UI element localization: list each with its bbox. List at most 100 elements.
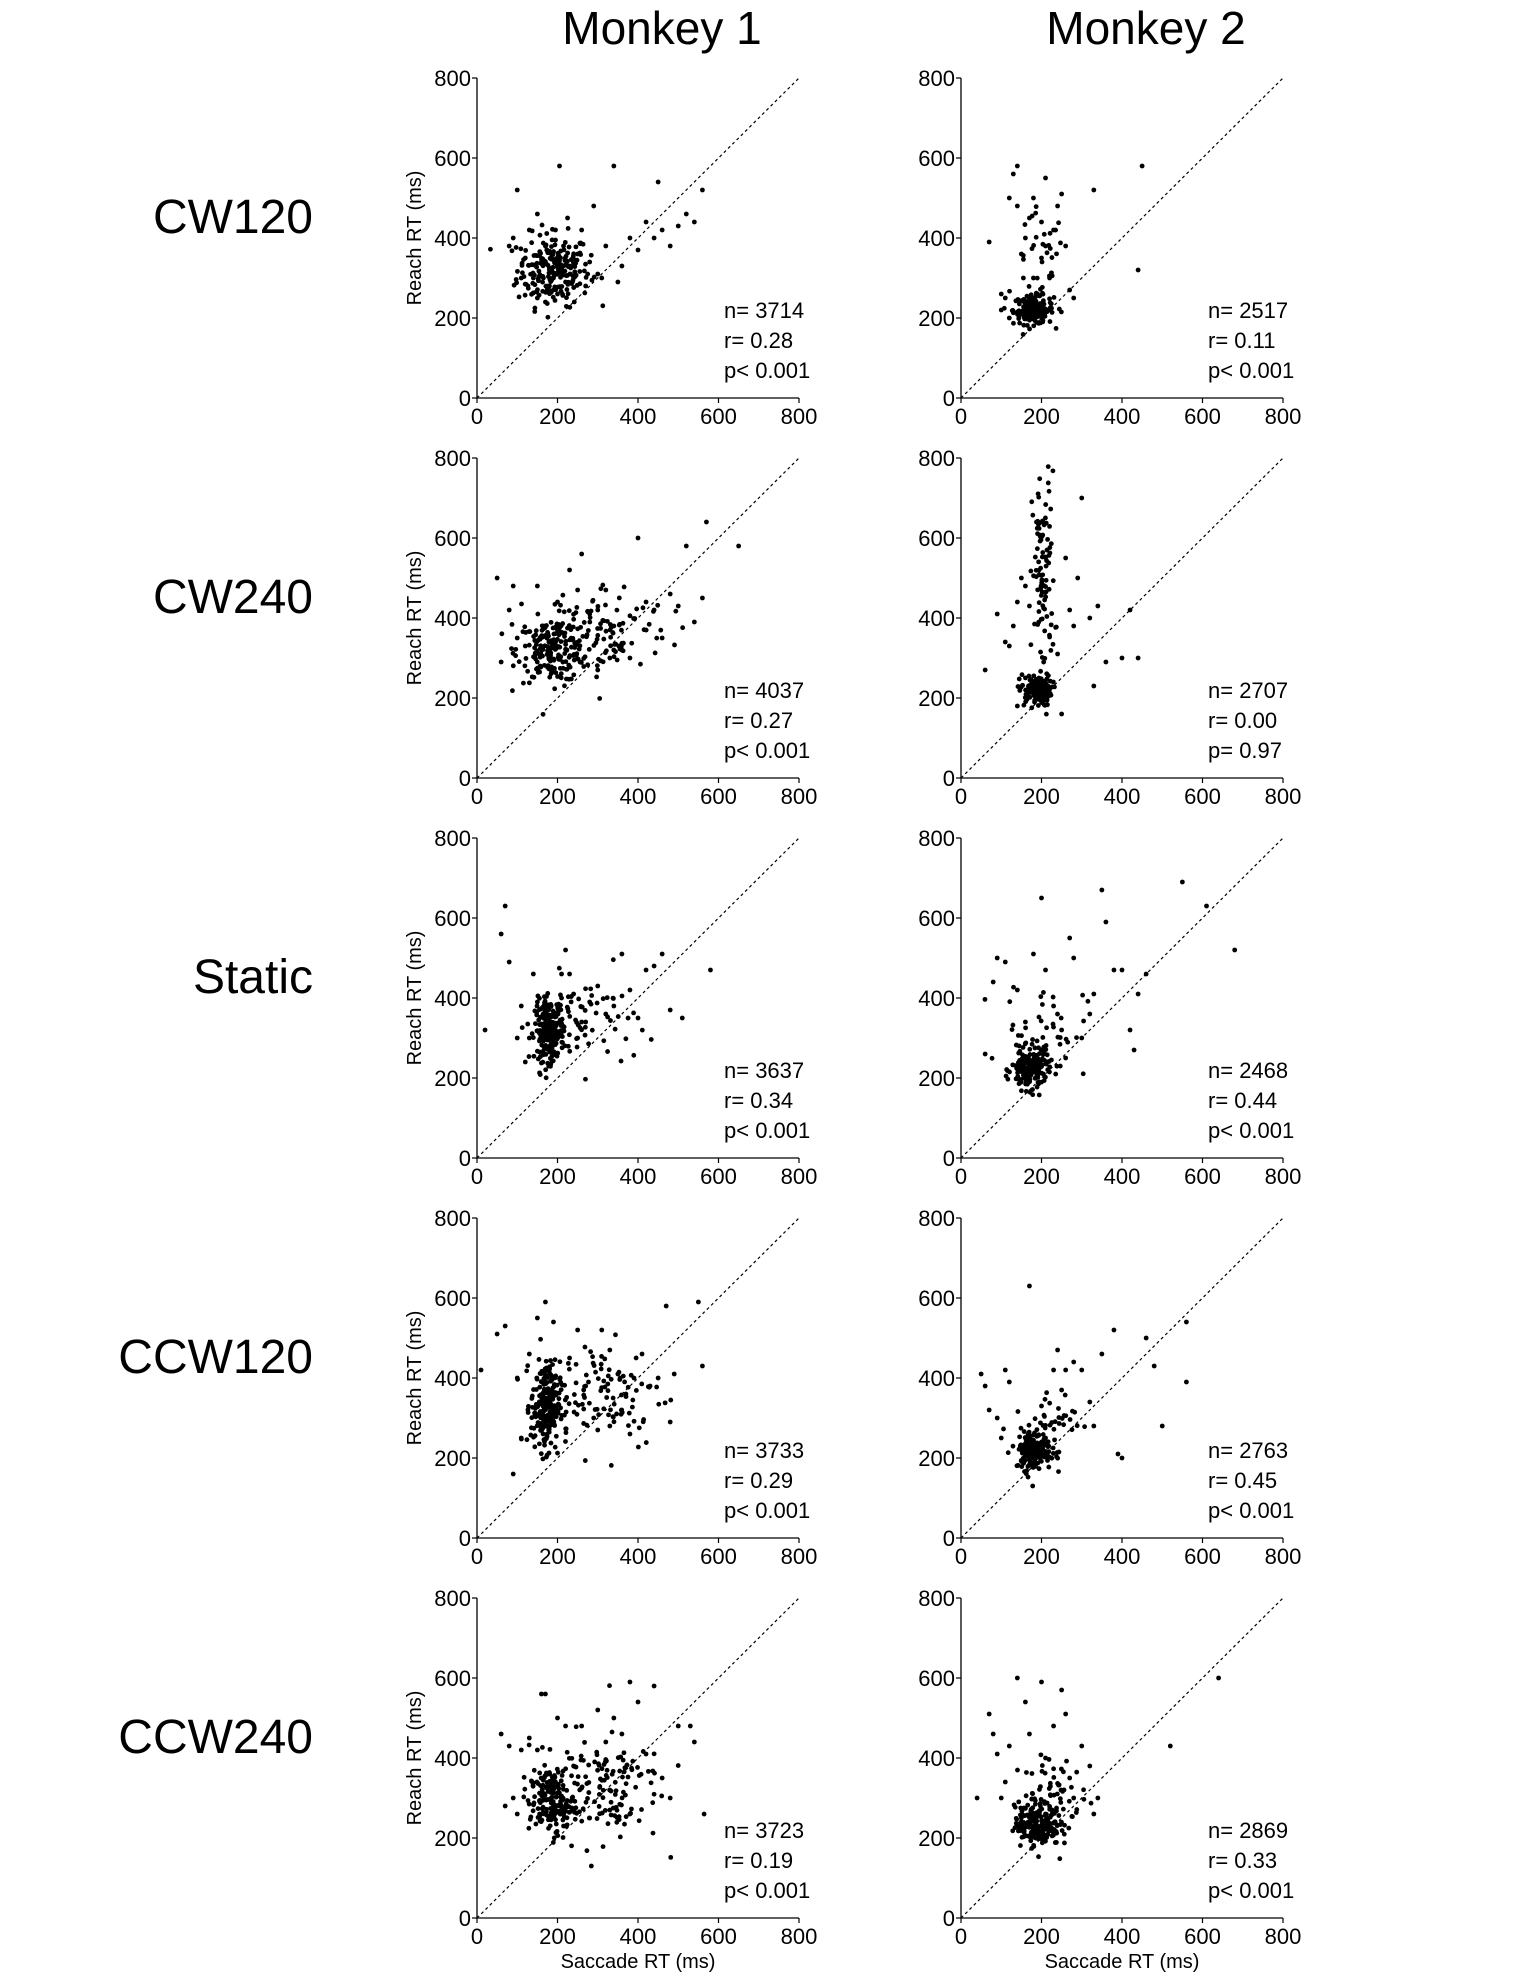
data-point: [548, 1412, 553, 1417]
data-point: [1018, 1442, 1024, 1448]
x-tick-label: 800: [781, 784, 818, 809]
data-point: [583, 283, 589, 289]
data-point: [531, 634, 537, 639]
data-point: [1063, 1036, 1069, 1042]
data-point: [494, 575, 500, 581]
x-tick-label: 600: [700, 1164, 737, 1189]
data-point: [565, 250, 571, 256]
data-point: [1057, 1856, 1063, 1862]
data-point: [546, 1395, 552, 1401]
data-point: [736, 543, 742, 549]
data-point: [551, 1040, 557, 1046]
data-point: [1071, 623, 1077, 629]
data-point: [535, 1028, 540, 1034]
data-point: [622, 1379, 628, 1385]
data-point: [596, 1412, 602, 1418]
data-point: [559, 1382, 565, 1388]
data-point: [632, 616, 638, 621]
data-point: [595, 983, 601, 989]
data-point: [554, 1766, 560, 1772]
data-point: [546, 1390, 552, 1396]
data-point: [1054, 1808, 1059, 1814]
data-point: [596, 656, 601, 662]
data-point: [513, 245, 519, 250]
data-point: [548, 619, 554, 625]
data-point: [1039, 1062, 1045, 1068]
data-point: [525, 1798, 531, 1803]
stat-label: n= 4037: [724, 678, 804, 703]
data-point: [1085, 998, 1091, 1004]
data-point: [526, 1735, 532, 1741]
data-point: [585, 1796, 590, 1801]
data-point: [1036, 1092, 1042, 1098]
data-point: [1045, 1439, 1051, 1445]
data-point: [564, 1798, 570, 1803]
data-point: [1032, 1416, 1038, 1422]
data-point: [1024, 322, 1030, 328]
data-point: [586, 1815, 592, 1821]
data-point: [1052, 1437, 1057, 1443]
data-point: [1055, 203, 1060, 209]
data-point: [1045, 464, 1051, 470]
data-point: [538, 1336, 543, 1342]
data-point: [652, 650, 658, 656]
data-point: [532, 253, 538, 258]
data-point: [557, 665, 563, 671]
data-point: [1043, 1047, 1049, 1053]
data-point: [621, 1769, 627, 1775]
data-point: [1021, 297, 1027, 302]
data-point: [575, 626, 581, 632]
data-point: [568, 999, 574, 1005]
data-point: [552, 242, 558, 248]
x-tick-label: 0: [955, 1164, 967, 1189]
scatter-panel: 00 200 200 400 400 600 600 800 800 n= 2707 r= 0.00…: [918, 446, 1301, 809]
data-point: [603, 243, 609, 249]
data-point: [1056, 1406, 1061, 1411]
data-point: [633, 1784, 639, 1790]
scatter-panel: 00 200 200 400 400 600 600 800 800 n= 2763 r= 0.45…: [918, 1206, 1301, 1569]
data-point: [700, 187, 705, 193]
data-point: [1016, 676, 1022, 682]
data-point: [1053, 1071, 1059, 1077]
data-point: [531, 654, 536, 660]
data-point: [629, 1404, 635, 1410]
data-point: [591, 203, 597, 209]
data-point: [1028, 1838, 1034, 1844]
data-point: [571, 1392, 577, 1397]
data-point: [591, 274, 597, 280]
data-point: [1067, 1775, 1073, 1781]
data-point: [1029, 1790, 1035, 1796]
data-point: [556, 652, 561, 658]
data-point: [1023, 1025, 1029, 1031]
data-point: [554, 264, 560, 269]
data-point: [1038, 304, 1044, 310]
data-point: [547, 1770, 552, 1775]
data-point: [1072, 1409, 1078, 1415]
stat-label: p< 0.001: [724, 1498, 810, 1523]
data-point: [1058, 1766, 1064, 1772]
data-point: [550, 1362, 555, 1368]
data-point: [586, 646, 592, 652]
data-point: [510, 663, 516, 669]
x-tick-label: 200: [1023, 1544, 1060, 1569]
data-point: [549, 237, 555, 243]
data-point: [1074, 1423, 1080, 1429]
data-point: [667, 1007, 673, 1013]
data-point: [550, 1840, 556, 1845]
data-point: [1039, 895, 1044, 901]
data-point: [570, 624, 576, 630]
data-point: [551, 1319, 556, 1325]
stat-label: p< 0.001: [724, 1878, 810, 1903]
data-point: [1018, 1068, 1023, 1074]
data-point: [1022, 1813, 1028, 1819]
data-point: [596, 1762, 602, 1768]
data-point: [994, 1415, 1000, 1421]
data-point: [521, 1774, 527, 1780]
data-point: [1034, 1038, 1040, 1044]
data-point: [578, 1753, 584, 1759]
data-point: [994, 611, 1000, 617]
data-point: [534, 648, 540, 654]
x-tick-label: 200: [539, 1544, 576, 1569]
data-point: [546, 1037, 552, 1042]
data-point: [1001, 1426, 1006, 1432]
